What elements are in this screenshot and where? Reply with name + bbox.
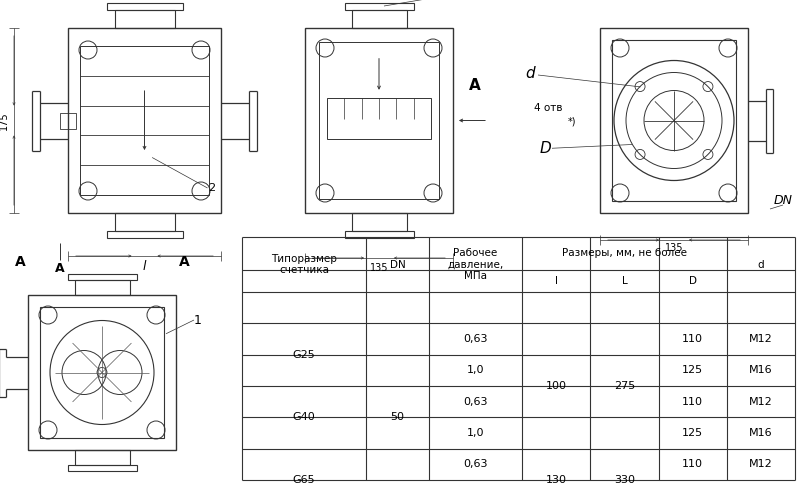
Bar — [68, 28, 221, 213]
Bar — [600, 28, 748, 213]
Text: L: L — [622, 276, 627, 286]
Bar — [28, 295, 176, 450]
Bar — [40, 307, 164, 438]
Text: Рабочее
давление,
МПа: Рабочее давление, МПа — [447, 248, 503, 281]
Text: *): *) — [568, 116, 576, 126]
Text: A: A — [14, 255, 26, 269]
Bar — [74, 450, 129, 465]
Text: 135: 135 — [665, 243, 683, 253]
Bar — [612, 40, 736, 201]
Text: DN: DN — [773, 194, 793, 207]
Bar — [114, 10, 174, 28]
Text: Размеры, мм, не более: Размеры, мм, не более — [562, 248, 687, 259]
Text: d: d — [525, 65, 535, 80]
Text: l: l — [143, 260, 146, 273]
Text: 110: 110 — [682, 459, 703, 469]
Text: 100: 100 — [546, 381, 567, 391]
Bar — [305, 28, 453, 213]
Bar — [60, 112, 76, 129]
Text: 50: 50 — [391, 412, 404, 422]
Bar — [352, 213, 407, 231]
Text: 330: 330 — [614, 475, 635, 485]
Bar — [80, 46, 209, 195]
Text: D: D — [539, 141, 551, 156]
Text: A: A — [469, 78, 481, 93]
Text: M12: M12 — [749, 397, 773, 407]
Text: A: A — [179, 255, 189, 269]
Text: l: l — [555, 276, 558, 286]
Bar — [74, 280, 129, 295]
Text: G25: G25 — [292, 350, 316, 360]
Bar — [114, 213, 174, 231]
Text: d: d — [757, 260, 764, 269]
Text: M16: M16 — [749, 428, 773, 438]
Text: 0,63: 0,63 — [463, 334, 488, 344]
Text: 1,0: 1,0 — [467, 428, 484, 438]
Text: M12: M12 — [749, 459, 773, 469]
Bar — [106, 231, 182, 238]
Bar — [344, 231, 414, 238]
Text: D: D — [689, 276, 697, 286]
Text: 2: 2 — [208, 183, 215, 193]
Text: 110: 110 — [682, 334, 703, 344]
Bar — [327, 98, 431, 139]
Text: 275: 275 — [614, 381, 635, 391]
Text: 175: 175 — [0, 111, 9, 130]
Text: 0,63: 0,63 — [463, 397, 488, 407]
Text: G40: G40 — [292, 412, 316, 422]
Bar — [67, 465, 137, 471]
Text: 110: 110 — [682, 397, 703, 407]
Text: M16: M16 — [749, 365, 773, 375]
Text: 135: 135 — [370, 263, 388, 273]
Text: A: A — [55, 262, 65, 275]
Text: Типоразмер
счетчика: Типоразмер счетчика — [271, 254, 337, 275]
Text: G65: G65 — [292, 475, 316, 485]
Text: 125: 125 — [682, 428, 703, 438]
Text: 130: 130 — [546, 475, 567, 485]
Bar — [319, 42, 439, 199]
Text: 1: 1 — [194, 314, 202, 326]
Text: 1: 1 — [445, 0, 453, 2]
Text: M12: M12 — [749, 334, 773, 344]
Bar — [106, 3, 182, 10]
Text: 0,63: 0,63 — [463, 459, 488, 469]
Text: DN: DN — [390, 260, 405, 269]
Bar — [352, 10, 407, 28]
Bar — [67, 274, 137, 280]
Text: 1,0: 1,0 — [467, 365, 484, 375]
Text: 4 отв: 4 отв — [534, 103, 562, 113]
Text: 125: 125 — [682, 365, 703, 375]
Bar — [344, 3, 414, 10]
